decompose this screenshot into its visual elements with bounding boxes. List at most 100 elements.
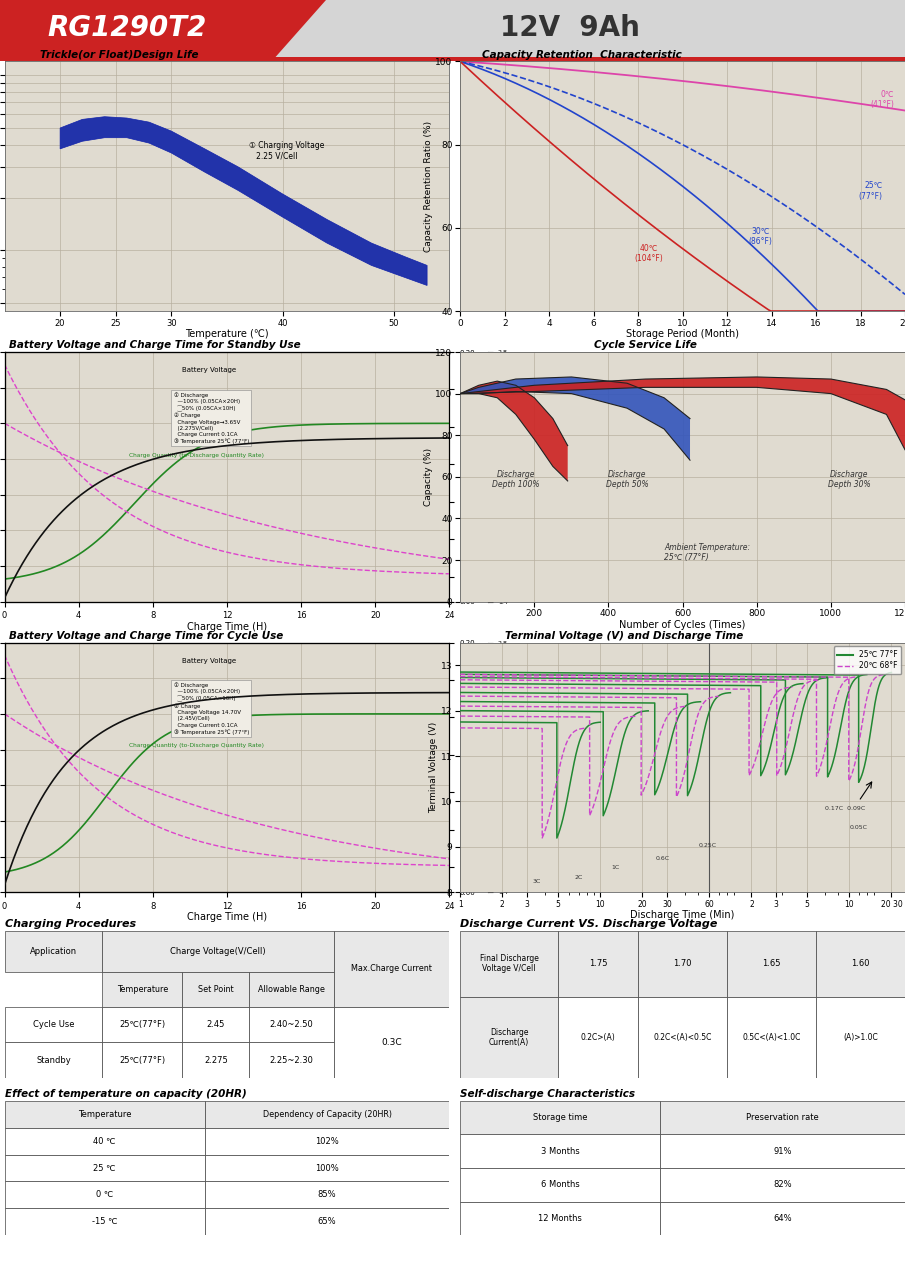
Bar [205,1208,450,1235]
Bar [460,1202,661,1235]
Bar [5,1155,205,1181]
X-axis label: Charge Time (H): Charge Time (H) [186,913,267,923]
Text: 3 Months: 3 Months [541,1147,579,1156]
Text: 1.65: 1.65 [762,959,781,968]
Text: 102%: 102% [315,1137,338,1146]
Text: 2.25~2.30: 2.25~2.30 [270,1056,313,1065]
Text: 0.05C: 0.05C [849,824,867,829]
Text: 0.17C  0.09C: 0.17C 0.09C [824,806,865,812]
Text: Application: Application [30,947,77,956]
Text: Temperature: Temperature [117,984,168,995]
Text: 12 Months: 12 Months [538,1213,582,1222]
Text: 65%: 65% [318,1217,337,1226]
Bar [5,1042,102,1078]
Text: Temperature: Temperature [78,1110,131,1119]
X-axis label: Charge Time (H): Charge Time (H) [186,622,267,632]
Text: 25℃(77°F): 25℃(77°F) [119,1020,166,1029]
Text: Cycle Service Life: Cycle Service Life [594,340,697,351]
Text: (A)>1.0C: (A)>1.0C [843,1033,878,1042]
Bar [5,1007,102,1042]
Text: Battery Voltage: Battery Voltage [183,367,236,372]
Bar [661,1169,905,1202]
Bar [558,997,638,1078]
Bar [183,1042,249,1078]
Text: Capacity Retention  Characteristic: Capacity Retention Characteristic [482,50,682,60]
Y-axis label: Capacity (%): Capacity (%) [424,448,433,506]
Bar [5,1101,205,1128]
Text: Storage time: Storage time [533,1114,587,1123]
Bar [661,1134,905,1169]
Text: Max.Charge Current: Max.Charge Current [351,964,432,973]
Bar [816,931,905,997]
Bar [205,1155,450,1181]
Bar [249,972,334,1007]
Text: Allowable Range: Allowable Range [258,984,325,995]
Text: 0.2C>(A): 0.2C>(A) [581,1033,615,1042]
Text: 64%: 64% [774,1213,792,1222]
Bar [727,997,816,1078]
Legend: 25℃ 77°F, 20℃ 68°F: 25℃ 77°F, 20℃ 68°F [834,646,901,675]
Bar [102,972,183,1007]
Text: Discharge
Depth 100%: Discharge Depth 100% [492,470,539,489]
Text: Terminal Voltage (V) and Discharge Time: Terminal Voltage (V) and Discharge Time [505,631,743,641]
Polygon shape [460,378,905,449]
Bar [5,1128,205,1155]
Bar [0,56,905,61]
Text: Battery Voltage and Charge Time for Standby Use: Battery Voltage and Charge Time for Stan… [9,340,300,351]
Text: -15 ℃: -15 ℃ [91,1217,118,1226]
Text: Charging Procedures: Charging Procedures [5,919,136,929]
Text: 0.2C<(A)<0.5C: 0.2C<(A)<0.5C [653,1033,712,1042]
Text: 0℃
(41°F): 0℃ (41°F) [870,90,894,109]
Text: 3C: 3C [532,879,540,884]
Bar [5,931,102,972]
Text: Trickle(or Float)Design Life: Trickle(or Float)Design Life [40,50,198,60]
Bar [249,1007,334,1042]
Bar [205,1181,450,1208]
Text: 85%: 85% [318,1190,337,1199]
Text: Self-discharge Characteristics: Self-discharge Characteristics [460,1089,635,1100]
Bar [638,997,727,1078]
X-axis label: Number of Cycles (Times): Number of Cycles (Times) [619,620,746,630]
Text: Discharge
Depth 30%: Discharge Depth 30% [828,470,871,489]
Text: Dependency of Capacity (20HR): Dependency of Capacity (20HR) [262,1110,392,1119]
Text: 0.5C<(A)<1.0C: 0.5C<(A)<1.0C [742,1033,801,1042]
Text: 40 ℃: 40 ℃ [93,1137,116,1146]
Text: 0.25C: 0.25C [698,842,716,847]
Polygon shape [60,116,427,285]
Bar [727,931,816,997]
Bar [5,1181,205,1208]
Bar [102,931,334,972]
Text: 82%: 82% [774,1180,792,1189]
Text: Final Discharge
Voltage V/Cell: Final Discharge Voltage V/Cell [480,954,538,973]
Y-axis label: Battery Voltage (V)/Per Cell: Battery Voltage (V)/Per Cell [510,434,514,520]
Text: Charge Quantity (to-Discharge Quantity Rate): Charge Quantity (to-Discharge Quantity R… [129,453,264,458]
Y-axis label: Charge Current (CA): Charge Current (CA) [476,732,482,803]
Text: 91%: 91% [774,1147,792,1156]
Y-axis label: Charge Current (CA): Charge Current (CA) [476,442,482,512]
Text: ① Charging Voltage
   2.25 V/Cell: ① Charging Voltage 2.25 V/Cell [249,141,325,161]
Text: 0.6C: 0.6C [656,856,670,861]
Bar [5,1208,205,1235]
Bar [638,931,727,997]
Bar [249,1042,334,1078]
Text: 25 ℃: 25 ℃ [93,1164,116,1172]
Bar [205,1101,450,1128]
Y-axis label: Terminal Voltage (V): Terminal Voltage (V) [429,722,438,813]
Text: Charge Quantity (to-Discharge Quantity Rate): Charge Quantity (to-Discharge Quantity R… [129,744,264,749]
Y-axis label: Capacity Retention Ratio (%): Capacity Retention Ratio (%) [424,120,433,252]
Text: 0.3C: 0.3C [381,1038,402,1047]
Polygon shape [272,0,905,61]
Text: 100%: 100% [315,1164,338,1172]
Bar [334,931,449,1007]
Polygon shape [460,381,567,481]
Bar [661,1101,905,1134]
Text: RG1290T2: RG1290T2 [47,14,206,42]
Text: ① Discharge
  —100% (0.05CA×20H)
  ⁐50% (0.05CA×10H)
② Charge
  Charge Voltage 1: ① Discharge —100% (0.05CA×20H) ⁐50% (0.0… [174,682,249,735]
Text: 1C: 1C [612,865,620,870]
Text: 2.275: 2.275 [204,1056,228,1065]
X-axis label: Discharge Time (Min): Discharge Time (Min) [631,910,735,920]
Bar [183,972,249,1007]
Bar [460,997,558,1078]
Text: 2C: 2C [575,874,583,879]
Text: Standby: Standby [36,1056,71,1065]
